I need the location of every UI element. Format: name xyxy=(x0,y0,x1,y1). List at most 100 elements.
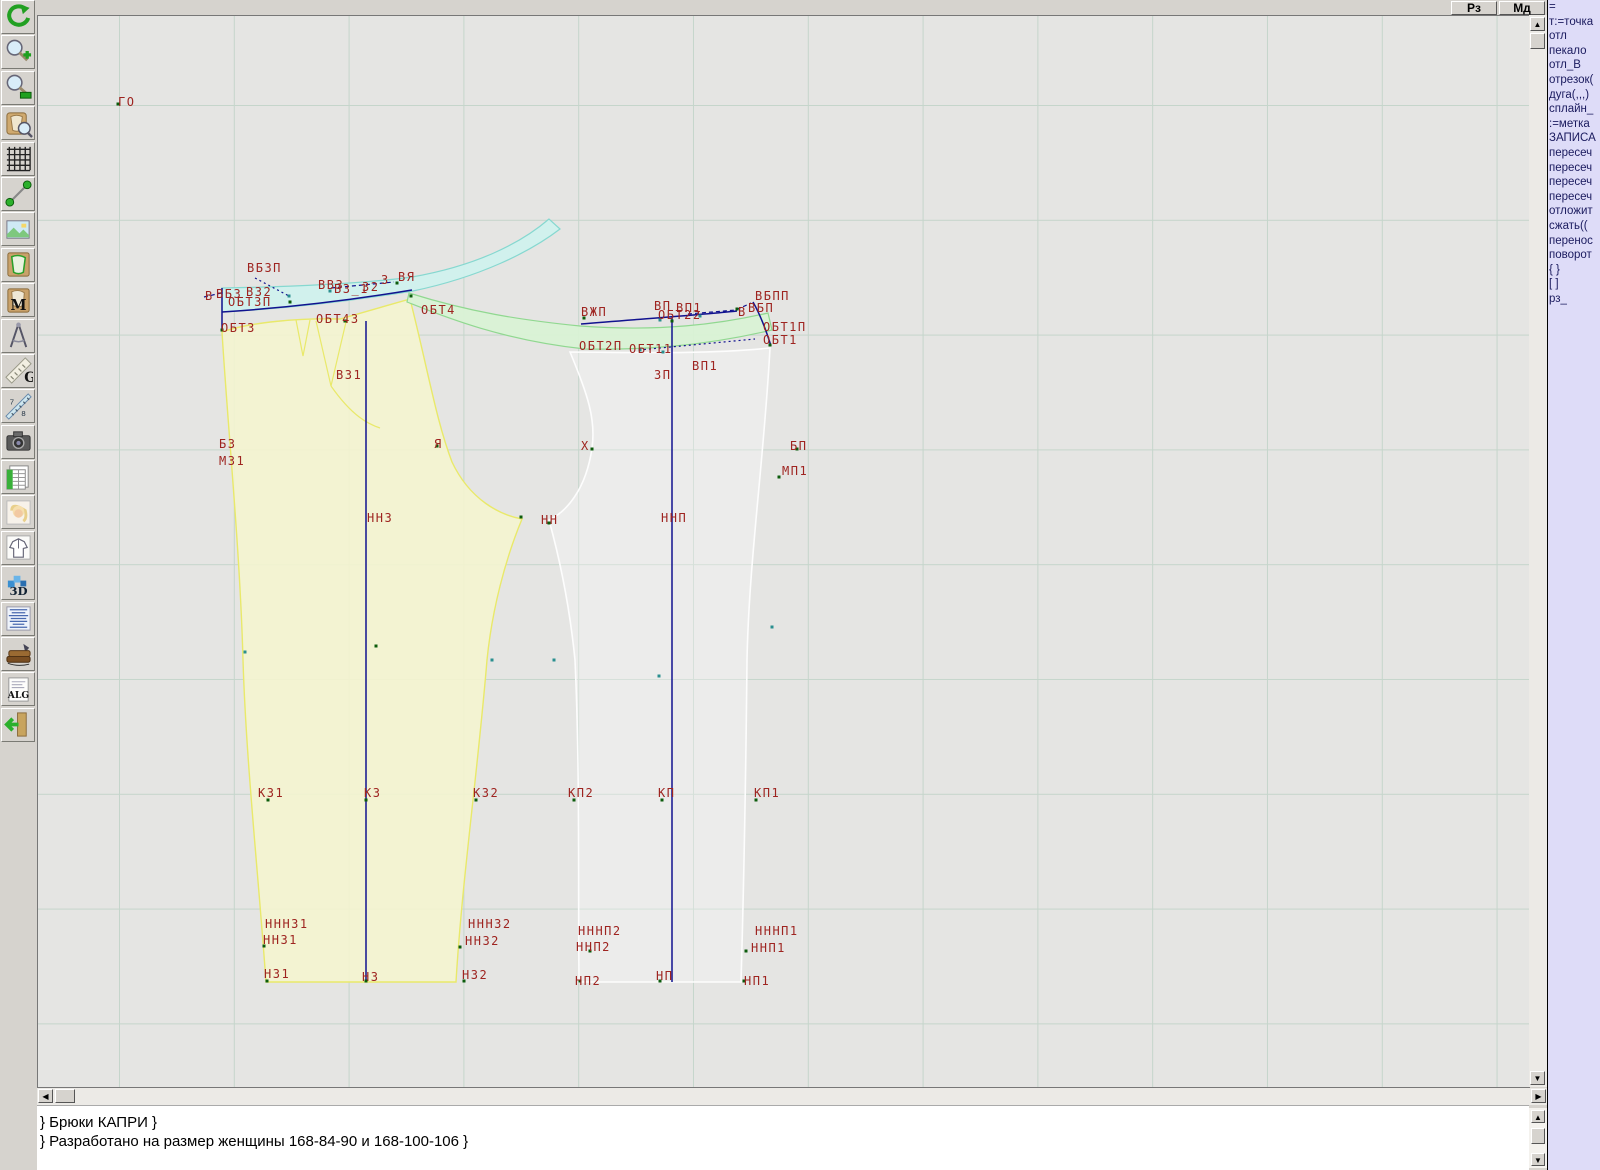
command-line[interactable]: поворот xyxy=(1549,249,1592,262)
pattern-label: ОБТ1П xyxy=(763,320,807,334)
pattern-label: Я xyxy=(434,437,443,451)
scroll-down-icon[interactable]: ▼ xyxy=(1530,1071,1545,1085)
text-doc-button[interactable] xyxy=(1,601,35,636)
horizontal-scrollbar[interactable]: ◀ ▶ xyxy=(37,1088,1547,1105)
undo-button[interactable] xyxy=(1,0,35,34)
command-line[interactable]: ЗАПИСА xyxy=(1549,132,1596,145)
pattern-drawing xyxy=(116,102,799,983)
table-button[interactable] xyxy=(1,460,35,495)
point-marker xyxy=(578,979,582,983)
guide-dashed-lines xyxy=(203,277,756,351)
command-line[interactable]: сжать(( xyxy=(1549,219,1588,232)
command-line[interactable]: :=метка xyxy=(1549,117,1590,130)
scroll-down-icon[interactable]: ▼ xyxy=(1531,1153,1545,1166)
image-icon xyxy=(5,220,30,239)
exit-button[interactable] xyxy=(1,707,35,742)
point-marker xyxy=(220,328,224,332)
top-button-bar: Рз Мд xyxy=(37,0,1547,15)
command-line[interactable]: отложит xyxy=(1549,205,1593,218)
command-line[interactable]: отл xyxy=(1549,30,1567,43)
pattern-label: НЗ2 xyxy=(462,968,489,982)
svg-text:8: 8 xyxy=(21,409,25,418)
ruler-g-button[interactable]: G xyxy=(1,353,35,388)
command-line[interactable]: перенос xyxy=(1549,234,1593,247)
hscroll-thumb[interactable] xyxy=(55,1089,75,1103)
pattern-label: ННЗ1 xyxy=(263,933,298,947)
pattern-label: ННЗ xyxy=(367,511,394,525)
svg-text:3D: 3D xyxy=(9,584,27,598)
command-line[interactable]: { } xyxy=(1549,263,1560,276)
alg-button[interactable]: ALG xyxy=(1,672,35,707)
scroll-left-icon[interactable]: ◀ xyxy=(38,1089,53,1103)
scroll-up-icon[interactable]: ▲ xyxy=(1530,17,1545,31)
drawing-canvas[interactable]: ГО ВБЗП В ВБЗ ВЗ2 ОБТЗП ОБТ3 ВВЗ ВЗ_1 З2 З ВЯ ОБТ43 О… xyxy=(37,15,1530,1088)
command-list-panel[interactable]: = т:=точка отл пекало отл_В отрезок( дуга(,,,)… xyxy=(1547,0,1600,1170)
compass-button[interactable] xyxy=(1,318,35,353)
vscroll-thumb[interactable] xyxy=(1530,33,1545,49)
pattern-label: ВП xyxy=(654,299,672,313)
garment-button[interactable] xyxy=(1,530,35,565)
zoom-in-button[interactable] xyxy=(1,35,35,70)
portrait-button[interactable] xyxy=(1,495,35,530)
point-marker xyxy=(572,798,576,802)
md-button[interactable]: Мд xyxy=(1499,0,1545,15)
pattern-icon xyxy=(6,252,30,277)
command-line[interactable]: [ ] xyxy=(1549,278,1559,291)
command-line[interactable]: пекало xyxy=(1549,44,1587,57)
point-marker xyxy=(364,979,368,983)
point-marker xyxy=(287,294,291,298)
scroll-right-icon[interactable]: ▶ xyxy=(1531,1089,1546,1103)
command-line[interactable]: отрезок( xyxy=(1549,73,1594,86)
preview-icon xyxy=(5,112,33,138)
status-scrollbar[interactable]: ▲ ▼ xyxy=(1529,1108,1547,1168)
command-line[interactable]: пересеч xyxy=(1549,190,1593,203)
pattern-m-button[interactable]: M xyxy=(1,283,35,318)
vertical-scrollbar[interactable]: ▲ ▼ xyxy=(1529,15,1547,1087)
pattern-label: ОБТ22 xyxy=(658,308,702,322)
command-line[interactable]: отл_В xyxy=(1549,59,1581,72)
command-line[interactable]: т:=точка xyxy=(1549,15,1594,28)
camera-button[interactable] xyxy=(1,424,35,459)
pattern-label: КП1 xyxy=(754,786,781,800)
command-line[interactable]: пересеч xyxy=(1549,176,1593,189)
point-marker xyxy=(458,945,462,949)
pattern-label: ОБТЗП xyxy=(228,295,272,309)
rz-button[interactable]: Рз xyxy=(1451,0,1497,15)
pattern-label: ВБП xyxy=(748,301,775,315)
pattern-label: НП2 xyxy=(575,974,602,988)
command-line[interactable]: дуга(,,,) xyxy=(1549,88,1590,101)
svg-text:7: 7 xyxy=(9,397,13,406)
pattern-label: З2 xyxy=(362,280,380,294)
point-marker xyxy=(744,949,748,953)
status-line-2: } Разработано на размер женщины 168-84-9… xyxy=(40,1133,469,1150)
pattern-label: КЗ2 xyxy=(473,786,500,800)
point-marker xyxy=(582,316,586,320)
zoom-out-button[interactable] xyxy=(1,70,35,105)
command-line[interactable]: пересеч xyxy=(1549,146,1593,159)
grid-button[interactable] xyxy=(1,141,35,176)
3d-button[interactable]: 3D xyxy=(1,566,35,601)
point-marker xyxy=(519,515,523,519)
preview-button[interactable] xyxy=(1,106,35,141)
point-marker xyxy=(768,343,772,347)
status-scroll-thumb[interactable] xyxy=(1531,1128,1545,1144)
command-line[interactable]: = xyxy=(1549,1,1556,13)
command-line[interactable]: сплайн_ xyxy=(1549,103,1594,116)
measure-button[interactable] xyxy=(1,176,35,211)
point-markers xyxy=(116,102,799,983)
command-line[interactable]: пересеч xyxy=(1549,161,1593,174)
scroll-up-icon[interactable]: ▲ xyxy=(1531,1110,1545,1123)
point-marker xyxy=(638,348,642,352)
pattern-label: З xyxy=(381,273,390,287)
camera-icon xyxy=(5,431,31,451)
ruler-g-icon: G xyxy=(4,357,33,385)
measure-icon xyxy=(4,180,32,208)
text-doc-icon xyxy=(5,606,31,631)
books-button[interactable] xyxy=(1,637,35,672)
point-marker xyxy=(735,307,739,311)
command-line[interactable]: рз_ xyxy=(1549,292,1567,305)
image-button[interactable] xyxy=(1,212,35,247)
pattern-button[interactable] xyxy=(1,247,35,282)
point-marker xyxy=(462,979,466,983)
